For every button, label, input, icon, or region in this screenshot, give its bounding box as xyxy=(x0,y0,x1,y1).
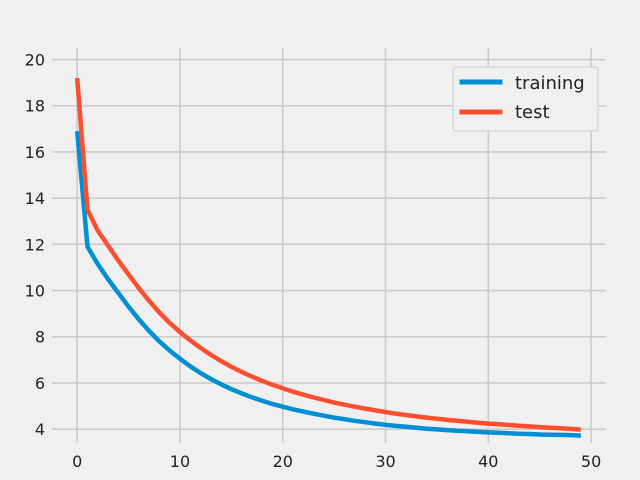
x-tick-label: 30 xyxy=(375,452,395,471)
series-lines xyxy=(74,77,581,438)
y-tick-label: 12 xyxy=(25,235,45,254)
legend-label-test: test xyxy=(515,102,550,123)
y-tick-label: 20 xyxy=(25,51,45,70)
y-tick-label: 16 xyxy=(25,143,45,162)
legend-label-training: training xyxy=(515,73,585,94)
y-tick-label: 8 xyxy=(35,328,45,347)
x-axis-ticks: 0 10 20 30 40 50 xyxy=(72,452,601,471)
series-line-training xyxy=(74,131,581,438)
x-tick-label: 0 xyxy=(72,452,82,471)
y-tick-label: 18 xyxy=(25,97,45,116)
y-tick-label: 4 xyxy=(35,420,45,439)
series-line-test xyxy=(74,77,581,432)
x-tick-label: 10 xyxy=(170,452,190,471)
y-tick-label: 6 xyxy=(35,374,45,393)
x-tick-label: 50 xyxy=(581,452,601,471)
y-axis-ticks: 4 6 8 10 12 14 16 18 20 xyxy=(25,51,45,440)
x-tick-label: 40 xyxy=(478,452,498,471)
x-tick-label: 20 xyxy=(273,452,293,471)
legend: training test xyxy=(452,66,599,132)
y-tick-label: 10 xyxy=(25,282,45,301)
y-tick-label: 14 xyxy=(25,189,45,208)
